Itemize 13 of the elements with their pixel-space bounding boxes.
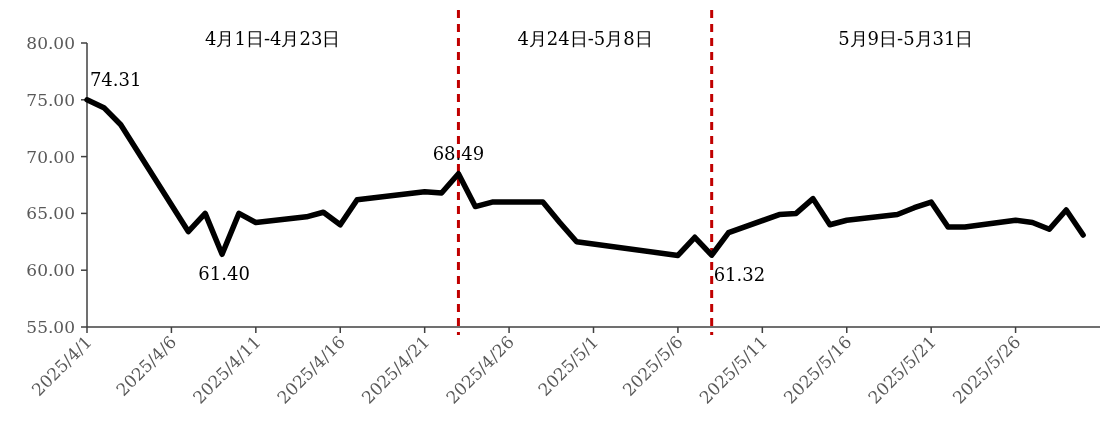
data-label: 68.49: [432, 142, 485, 164]
data-label: 74.31: [89, 68, 142, 90]
y-tick-label: 80.00: [26, 33, 75, 53]
y-tick-label: 55.00: [26, 317, 75, 337]
annotation: 5月9日-5月31日: [838, 28, 974, 49]
data-label: 61.32: [713, 264, 766, 286]
y-tick-label: 65.00: [26, 203, 75, 224]
data-label: 61.40: [198, 263, 250, 285]
annotation: 4月24日-5月8日: [517, 28, 653, 49]
y-tick-label: 60.00: [26, 260, 75, 281]
y-tick-label: 75.00: [26, 89, 75, 110]
y-tick-label: 70.00: [26, 146, 75, 167]
annotation: 4月1日-4月23日: [205, 28, 341, 49]
